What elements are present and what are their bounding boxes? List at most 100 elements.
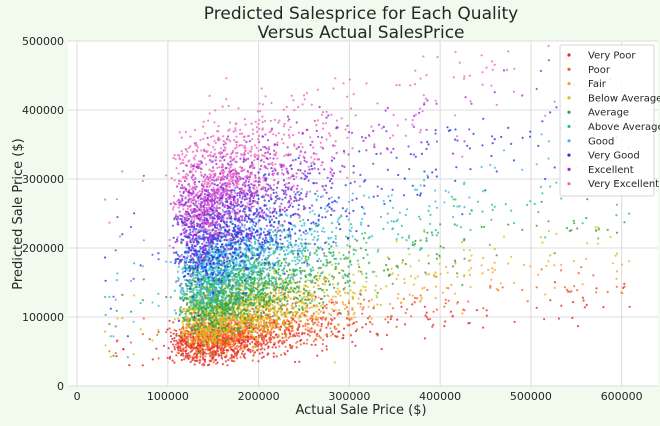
data-point <box>299 316 301 318</box>
data-point <box>572 301 574 303</box>
data-point <box>414 277 416 279</box>
data-point <box>434 272 436 274</box>
data-point <box>338 217 340 219</box>
data-point <box>301 299 303 301</box>
data-point <box>217 299 219 301</box>
data-point <box>110 356 112 358</box>
data-point <box>315 311 317 313</box>
data-point <box>360 294 362 296</box>
data-point <box>183 310 185 312</box>
data-point <box>351 307 353 309</box>
data-point <box>536 286 538 288</box>
data-point <box>309 280 311 282</box>
data-point <box>108 350 110 352</box>
data-point <box>215 339 217 341</box>
data-point <box>242 282 244 284</box>
data-point <box>180 306 182 308</box>
data-point <box>277 302 279 304</box>
data-point <box>273 352 275 354</box>
data-point <box>268 299 270 301</box>
data-point <box>318 313 320 315</box>
data-point <box>286 309 288 311</box>
data-point <box>451 196 453 198</box>
data-point <box>582 297 584 299</box>
data-point <box>311 279 313 281</box>
data-point <box>314 306 316 308</box>
data-point <box>507 224 509 226</box>
data-point <box>258 301 260 303</box>
data-point <box>360 289 362 291</box>
data-point <box>174 318 176 320</box>
data-point <box>420 299 422 301</box>
data-point <box>365 242 367 244</box>
data-point <box>204 322 206 324</box>
data-point <box>362 257 364 259</box>
data-point <box>247 333 249 335</box>
data-point <box>187 338 189 340</box>
data-point <box>193 277 195 279</box>
data-point <box>242 350 244 352</box>
data-point <box>385 285 387 287</box>
data-point <box>255 306 257 308</box>
data-point <box>216 322 218 324</box>
data-point <box>469 229 471 231</box>
data-point <box>314 282 316 284</box>
data-point <box>220 356 222 358</box>
data-point <box>541 192 543 194</box>
data-point <box>270 330 272 332</box>
data-point <box>230 322 232 324</box>
data-point <box>278 298 280 300</box>
data-point <box>348 251 350 253</box>
data-point <box>290 345 292 347</box>
data-point <box>265 287 267 289</box>
data-point <box>298 308 300 310</box>
data-point <box>223 352 225 354</box>
data-point <box>172 321 174 323</box>
data-point <box>571 317 573 319</box>
data-point <box>191 280 193 282</box>
data-point <box>318 267 320 269</box>
data-point <box>273 270 275 272</box>
data-point <box>249 310 251 312</box>
data-point <box>247 349 249 351</box>
data-point <box>285 313 287 315</box>
data-point <box>365 323 367 325</box>
data-point <box>155 348 157 350</box>
data-point <box>265 309 267 311</box>
data-point <box>387 213 389 215</box>
data-point <box>306 306 308 308</box>
data-point <box>595 287 597 289</box>
data-point <box>292 268 294 270</box>
data-point <box>272 307 274 309</box>
data-point <box>290 281 292 283</box>
data-point <box>289 333 291 335</box>
data-point <box>284 259 286 261</box>
data-point <box>238 328 240 330</box>
data-point <box>302 325 304 327</box>
data-point <box>486 309 488 311</box>
data-point <box>326 294 328 296</box>
data-point <box>189 323 191 325</box>
data-point <box>260 328 262 330</box>
data-point <box>247 336 249 338</box>
data-point <box>203 364 205 366</box>
data-point <box>239 276 241 278</box>
data-point <box>188 307 190 309</box>
data-point <box>354 281 356 283</box>
data-point <box>280 243 282 245</box>
data-point <box>140 302 142 304</box>
data-point <box>313 286 315 288</box>
data-point <box>208 312 210 314</box>
data-point <box>403 298 405 300</box>
data-point <box>229 308 231 310</box>
data-point <box>496 288 498 290</box>
data-point <box>307 274 309 276</box>
data-point <box>314 330 316 332</box>
data-point <box>321 298 323 300</box>
data-point <box>231 339 233 341</box>
data-point <box>257 327 259 329</box>
data-point <box>253 299 255 301</box>
data-point <box>122 348 124 350</box>
data-point <box>426 316 428 318</box>
data-point <box>276 313 278 315</box>
